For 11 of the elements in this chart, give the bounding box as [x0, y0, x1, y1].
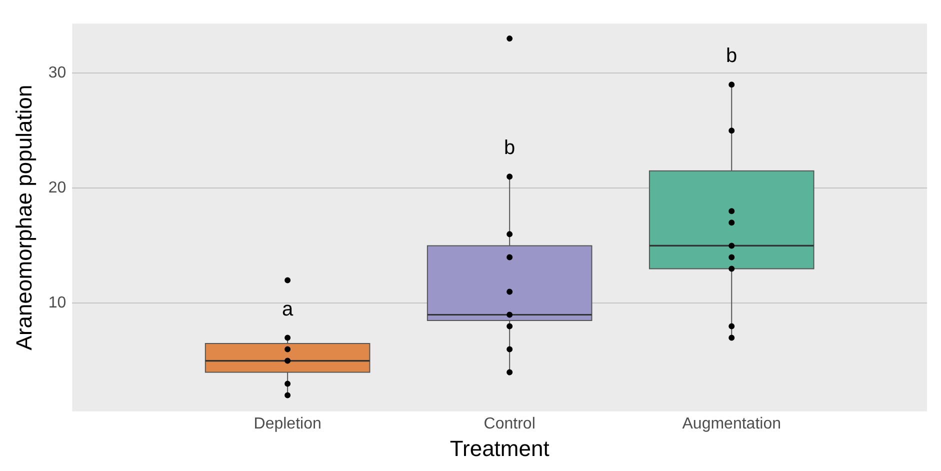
annotation: b — [726, 45, 738, 68]
x-axis-title: Treatment — [450, 436, 550, 461]
x-tick-label: Depletion — [254, 415, 322, 432]
annotation: b — [504, 137, 516, 160]
x-tick-label: Control — [484, 415, 536, 432]
y-tick-label: 20 — [48, 180, 66, 197]
y-axis-title: Araneomorphae population — [11, 84, 36, 350]
x-tick-label: Augmentation — [682, 415, 781, 432]
y-tick-label: 10 — [48, 294, 66, 312]
annotation: a — [282, 298, 294, 320]
y-tick-label: 30 — [48, 64, 66, 82]
